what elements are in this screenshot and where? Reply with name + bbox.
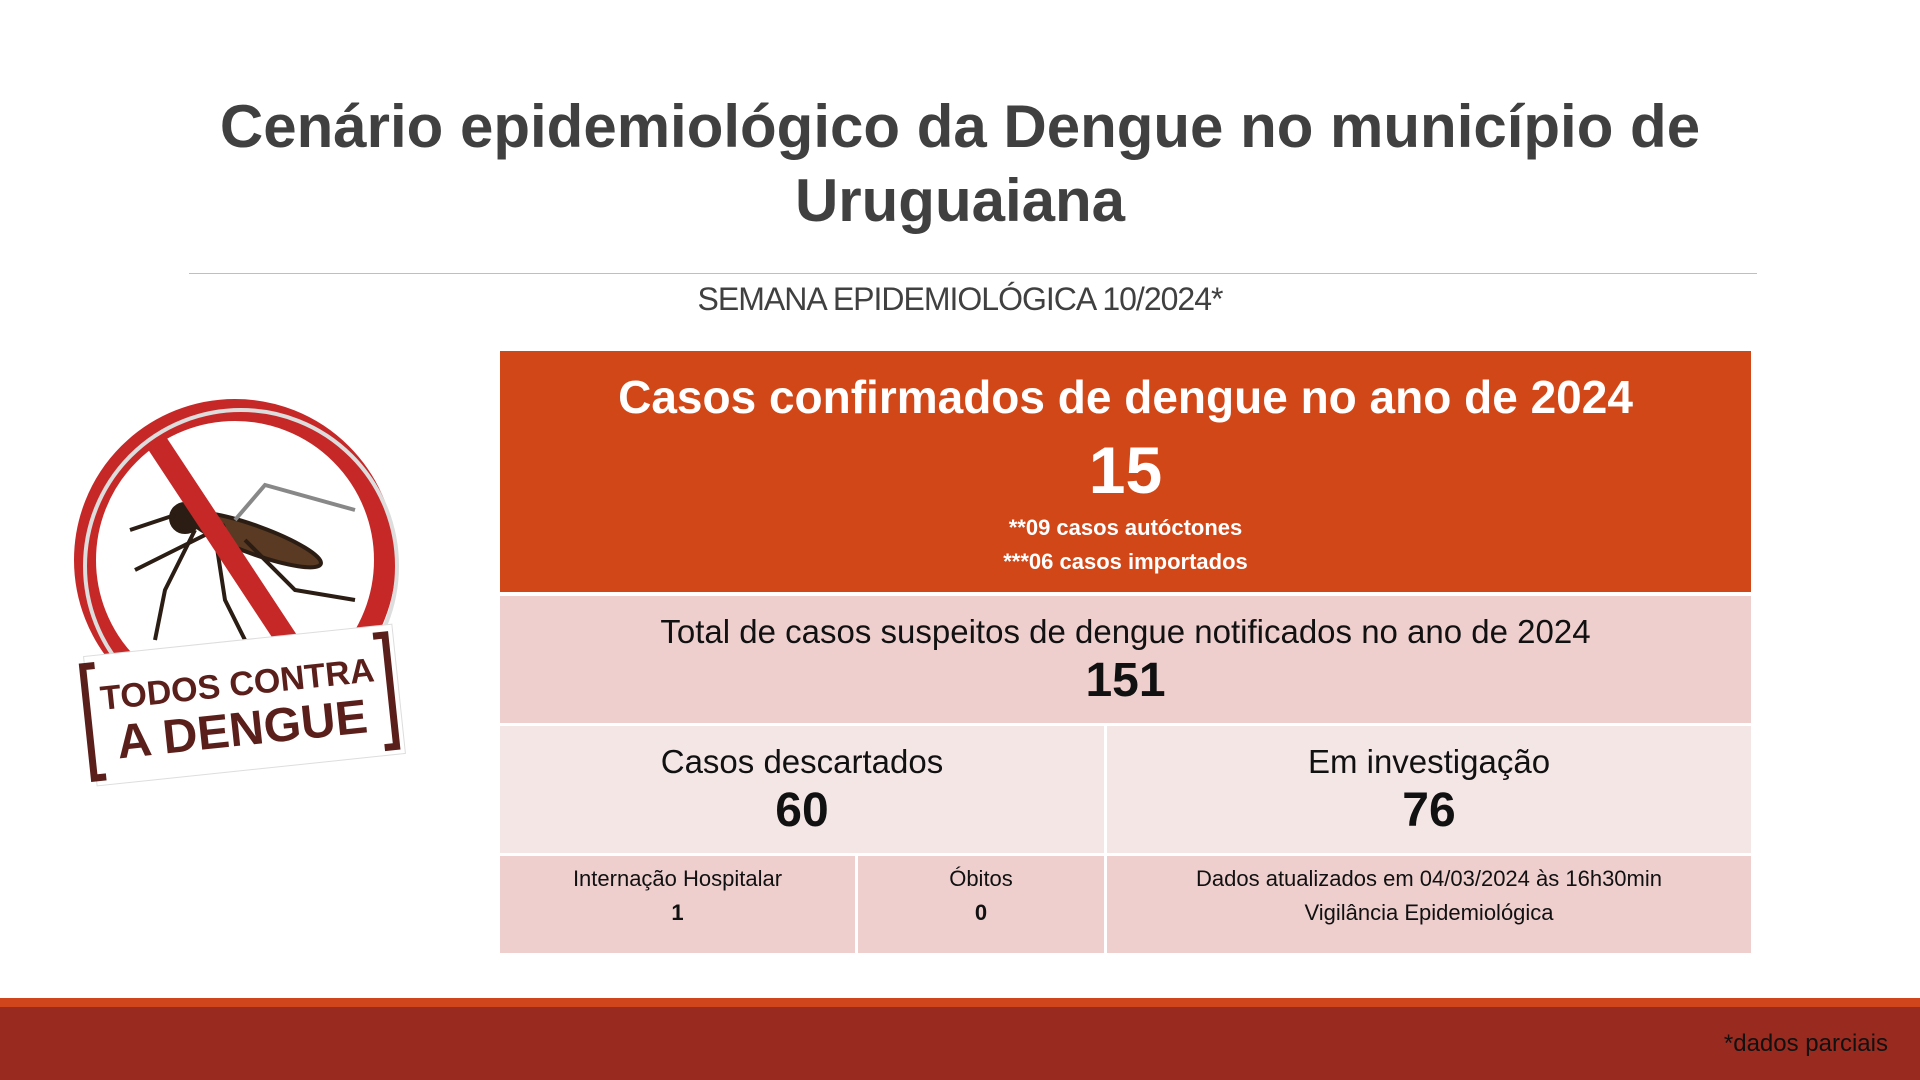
deaths-cell: Óbitos 0 xyxy=(858,856,1104,953)
hospitalization-label: Internação Hospitalar xyxy=(572,866,783,891)
logo-box: TODOS CONTRA A DENGUE xyxy=(78,623,406,787)
discarded-cell: Casos descartados 60 xyxy=(500,726,1104,853)
logo: TODOS CONTRA A DENGUE xyxy=(74,399,406,787)
update-line: Vigilância Epidemiológica xyxy=(1304,900,1554,925)
hospitalization-value: 1 xyxy=(671,900,684,925)
confirmed-note: **09 casos autóctones xyxy=(1008,514,1243,540)
confirmed-note: ***06 casos importados xyxy=(1003,548,1248,574)
investigation-value: 76 xyxy=(1402,783,1456,837)
update-cell: Dados atualizados em 04/03/2024 às 16h30… xyxy=(1107,856,1751,953)
subtitle: SEMANA EPIDEMIOLÓGICA 10/2024* xyxy=(697,281,1224,317)
confirmed-cell: Casos confirmados de dengue no ano de 20… xyxy=(500,351,1751,592)
deaths-value: 0 xyxy=(974,900,988,925)
investigation-cell: Em investigação 76 xyxy=(1107,726,1751,853)
discarded-value: 60 xyxy=(775,783,829,837)
investigation-label: Em investigação xyxy=(1307,742,1551,780)
deaths-label: Óbitos xyxy=(949,866,1013,891)
suspected-value: 151 xyxy=(1085,653,1166,707)
divider xyxy=(189,273,1757,274)
confirmed-value: 15 xyxy=(1088,432,1163,507)
update-line: Dados atualizados em 04/03/2024 às 16h30… xyxy=(1196,866,1662,891)
title: Cenário epidemiológico da Dengue no muni… xyxy=(219,93,1701,234)
footer-bar xyxy=(0,998,1920,1080)
suspected-label: Total de casos suspeitos de dengue notif… xyxy=(660,612,1591,650)
suspected-cell: Total de casos suspeitos de dengue notif… xyxy=(500,596,1751,723)
confirmed-label: Casos confirmados de dengue no ano de 20… xyxy=(618,370,1633,423)
hospitalization-cell: Internação Hospitalar 1 xyxy=(500,856,855,953)
discarded-label: Casos descartados xyxy=(660,742,944,780)
footer-note: *dados parciais xyxy=(1723,1030,1888,1057)
